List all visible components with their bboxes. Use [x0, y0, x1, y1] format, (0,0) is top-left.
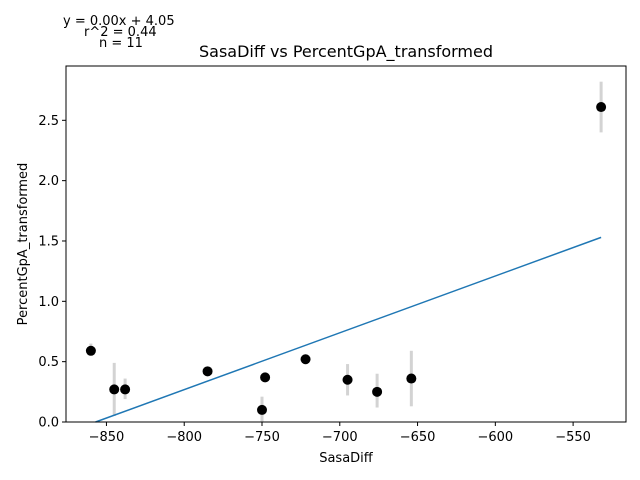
data-point-8 — [372, 386, 383, 397]
data-point-5 — [260, 372, 271, 383]
y-tick-label: 1.0 — [38, 295, 59, 310]
y-axis-label: PercentGpA_transformed — [16, 163, 31, 326]
fit-r-squared: r^2 = 0.44 — [84, 25, 157, 40]
y-tick-label: 2.0 — [38, 174, 59, 189]
data-point-6 — [300, 354, 311, 365]
x-axis-label: SasaDiff — [319, 451, 374, 466]
x-tick-label: −800 — [166, 430, 202, 445]
data-point-3 — [202, 366, 213, 377]
chart-title: SasaDiff vs PercentGpA_transformed — [199, 42, 493, 62]
y-tick-label: 0.0 — [38, 416, 59, 431]
data-point-9 — [406, 373, 417, 384]
y-tick-label: 0.5 — [38, 355, 59, 370]
data-point-7 — [342, 374, 353, 385]
x-tick-label: −600 — [477, 430, 513, 445]
fit-line-group — [95, 236, 602, 423]
data-point-4 — [257, 404, 267, 415]
plot-frame — [65, 65, 627, 423]
fit-n-count: n = 11 — [99, 36, 143, 51]
x-tick-label: −850 — [89, 430, 125, 445]
data-point-0 — [85, 345, 96, 356]
x-tick-label: −700 — [322, 430, 358, 445]
y-tick-label: 1.5 — [38, 234, 59, 249]
y-axis-ticks: 0.0 0.5 1.0 1.5 2.0 2.5 — [38, 114, 66, 431]
x-tick-label: −750 — [244, 430, 280, 445]
x-axis-ticks: −850 −800 −750 −700 −650 −600 −550 — [89, 422, 591, 445]
data-point-2 — [120, 384, 131, 395]
regression-line — [95, 236, 602, 423]
y-tick-label: 2.5 — [38, 114, 59, 129]
data-point-1 — [109, 384, 120, 395]
data-point-10 — [596, 102, 607, 113]
fit-equation: y = 0.00x + 4.05 — [63, 14, 175, 29]
data-point-group — [85, 102, 607, 415]
x-tick-label: −650 — [400, 430, 436, 445]
plot-area — [66, 66, 626, 422]
x-tick-label: −550 — [555, 430, 591, 445]
